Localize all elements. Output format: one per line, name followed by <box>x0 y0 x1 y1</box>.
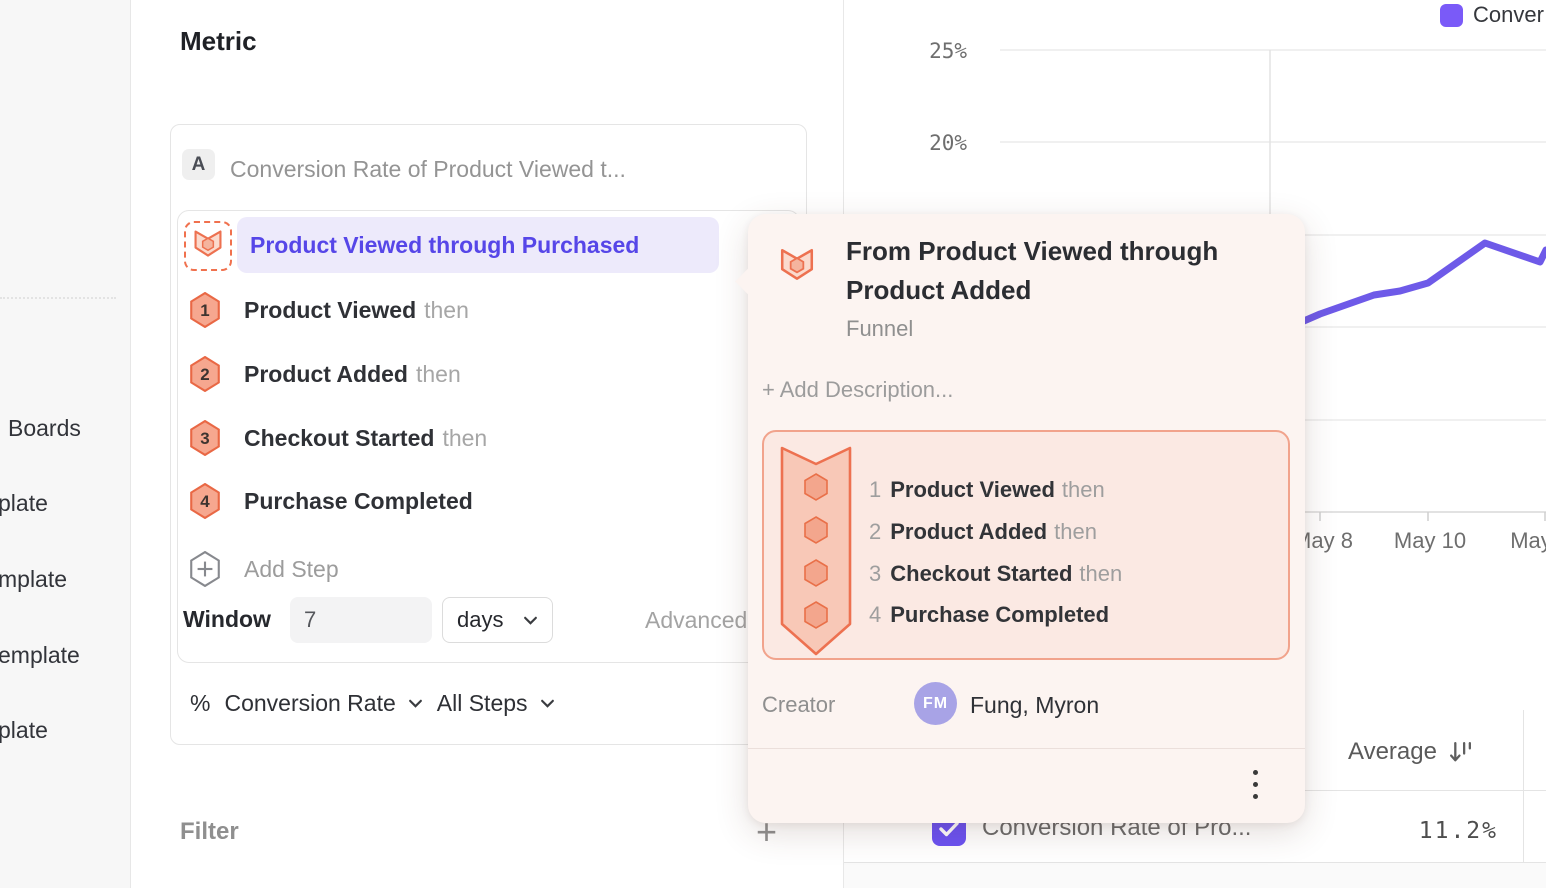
sidebar-item-template-1[interactable]: plate <box>0 490 48 516</box>
step-4-name: Purchase Completed <box>244 487 473 514</box>
popover-step-2-name: Product Added <box>890 519 1048 544</box>
creator-avatar: FM <box>914 682 957 725</box>
chevron-down-icon <box>540 699 554 708</box>
step-2-suffix: then <box>415 360 461 387</box>
chart-axis-ticks <box>1319 512 1546 521</box>
popover-step-1-name: Product Viewed <box>890 477 1055 502</box>
x-axis-tick-may10: May 10 <box>1394 528 1466 553</box>
popover-step-4-num: 4 <box>869 602 882 627</box>
funnel-step-row-3[interactable]: 3 Checkout Started then <box>189 420 487 456</box>
popover-step-2: 2 Product Added then <box>869 519 1097 545</box>
nav-divider <box>0 297 116 299</box>
measure-row: % Conversion Rate All Steps <box>190 690 555 717</box>
metric-title-input[interactable]: Conversion Rate of Product Viewed t... <box>230 156 626 182</box>
step-4-hexagon-badge: 4 <box>190 483 220 519</box>
popover-step-3: 3 Checkout Started then <box>869 561 1122 587</box>
sidebar-item-template-3[interactable]: emplate <box>0 642 80 668</box>
filter-section-heading: Filter <box>180 818 239 845</box>
popover-type-label: Funnel <box>846 316 914 341</box>
y-axis-tick-25: 25% <box>929 39 967 63</box>
average-column-header[interactable]: Average <box>1348 738 1474 766</box>
sidebar-item-boards[interactable]: Boards <box>8 415 81 441</box>
popover-step-1-suffix: then <box>1061 477 1105 502</box>
popover-steps-box: 1 Product Viewed then 2 Product Added th… <box>762 430 1290 660</box>
funnel-icon <box>192 228 224 265</box>
step-1-hexagon-badge: 1 <box>190 292 220 328</box>
popover-step-4-name: Purchase Completed <box>890 602 1110 627</box>
window-label: Window <box>183 606 271 632</box>
steps-scope-label: All Steps <box>436 690 528 716</box>
funnel-event-icon-box[interactable] <box>184 221 232 271</box>
average-header-label: Average <box>1348 738 1437 765</box>
kebab-menu-icon[interactable] <box>1253 770 1258 799</box>
window-value-input[interactable] <box>290 597 432 643</box>
popover-step-3-num: 3 <box>869 561 882 586</box>
funnel-ribbon-icon <box>780 446 852 661</box>
conversion-line <box>1286 239 1546 331</box>
add-step-label: Add Step <box>244 555 339 582</box>
step-3-suffix: then <box>442 424 488 451</box>
sidebar-item-template-2[interactable]: mplate <box>0 566 68 592</box>
add-description-button[interactable]: + Add Description... <box>762 377 954 402</box>
sort-descending-icon <box>1449 741 1471 761</box>
add-step-hexagon-icon <box>190 551 220 587</box>
window-unit-select[interactable]: days <box>442 597 553 643</box>
step-1-suffix: then <box>424 296 469 323</box>
funnel-event-card <box>177 210 800 663</box>
legend-swatch-icon <box>1440 3 1463 27</box>
measure-dropdown[interactable]: Conversion Rate <box>224 690 422 717</box>
advanced-link[interactable]: Advanced <box>645 607 748 633</box>
table-footer-strip <box>844 863 1546 888</box>
svg-text:4: 4 <box>200 492 210 511</box>
add-step-button[interactable]: Add Step <box>189 551 339 587</box>
measure-symbol: % <box>190 690 211 716</box>
step-3-hexagon-badge: 3 <box>190 420 220 456</box>
svg-text:3: 3 <box>200 429 209 448</box>
popover-step-1: 1 Product Viewed then <box>869 477 1105 503</box>
sidebar-item-template-4[interactable]: plate <box>0 717 48 743</box>
y-axis-tick-20: 20% <box>929 131 967 155</box>
popover-step-3-name: Checkout Started <box>890 561 1073 586</box>
checkmark-icon <box>939 821 959 837</box>
creator-label: Creator <box>762 692 836 717</box>
table-row-average-value: 11.2% <box>1418 818 1498 844</box>
selected-funnel-row[interactable]: Product Viewed through Purchased <box>237 217 719 273</box>
step-1-name: Product Viewed <box>244 296 417 323</box>
svg-text:1: 1 <box>200 301 209 320</box>
step-3-name: Checkout Started <box>244 424 435 451</box>
funnel-step-row-2[interactable]: 2 Product Added then <box>189 356 461 392</box>
popover-step-3-suffix: then <box>1079 561 1123 586</box>
measure-dropdown-label: Conversion Rate <box>224 690 396 716</box>
funnel-step-row-4[interactable]: 4 Purchase Completed <box>189 483 473 519</box>
window-unit-value: days <box>457 607 504 632</box>
selected-funnel-label: Product Viewed through Purchased <box>250 231 640 258</box>
chart-legend-item[interactable]: Conver <box>1440 2 1544 28</box>
table-column-divider <box>1523 710 1524 862</box>
popover-step-2-suffix: then <box>1054 519 1097 544</box>
table-row-border <box>844 862 1546 863</box>
left-nav-rail <box>0 0 131 888</box>
popover-step-1-num: 1 <box>869 477 882 502</box>
step-2-name: Product Added <box>244 360 408 387</box>
funnel-step-row-1[interactable]: 1 Product Viewed then <box>189 292 469 328</box>
step-2-hexagon-badge: 2 <box>190 356 220 392</box>
chevron-down-icon <box>524 616 537 625</box>
steps-scope-dropdown[interactable]: All Steps <box>437 690 555 717</box>
svg-text:2: 2 <box>200 365 209 384</box>
metric-section-heading: Metric <box>180 26 257 56</box>
popover-step-2-num: 2 <box>869 519 882 544</box>
x-axis-tick-may12: May <box>1510 528 1546 553</box>
funnel-details-popover: From Product Viewed through Product Adde… <box>735 214 1305 823</box>
chevron-down-icon <box>408 699 422 708</box>
popover-title: From Product Viewed through Product Adde… <box>846 236 1219 305</box>
funnel-icon <box>778 246 816 289</box>
popover-footer-divider <box>748 748 1305 749</box>
series-a-badge: A <box>182 149 215 180</box>
legend-label: Conver <box>1473 2 1544 27</box>
creator-name: Fung, Myron <box>970 692 1100 718</box>
popover-step-4: 4 Purchase Completed <box>869 602 1109 628</box>
